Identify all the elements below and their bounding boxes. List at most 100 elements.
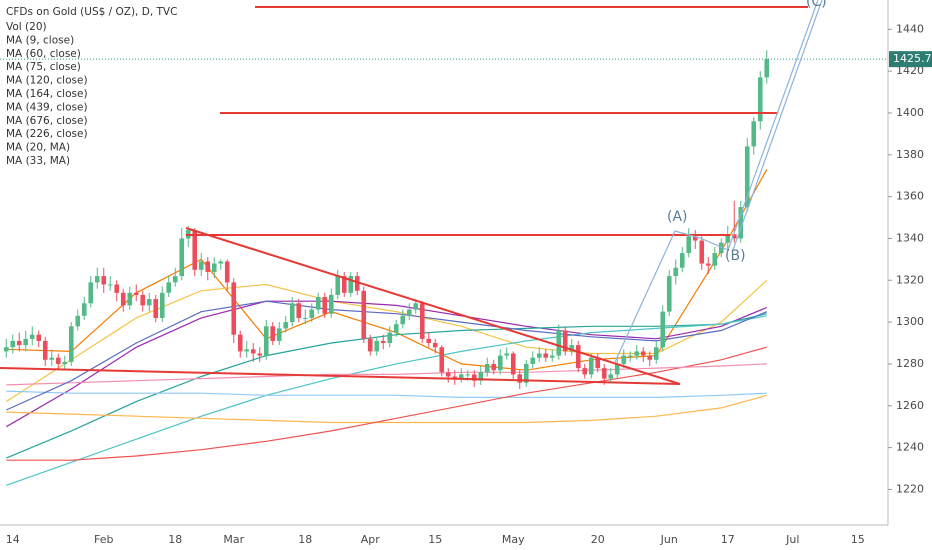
candle-body — [211, 263, 217, 272]
candle-body — [738, 207, 744, 239]
candle-body — [10, 340, 16, 348]
y-tick-label: 1280 — [896, 357, 924, 370]
candle-body — [36, 334, 42, 341]
candle-body — [621, 355, 627, 364]
candle-body — [458, 374, 464, 379]
candle-body — [101, 276, 107, 285]
candle-body — [536, 353, 542, 358]
y-tick-label: 1380 — [896, 148, 924, 161]
candle-body — [88, 282, 94, 304]
legend: CFDs on Gold (US$ / OZ), D, TVC Vol (20)… — [6, 6, 177, 167]
x-tick-label: May — [502, 533, 525, 546]
candle-body — [725, 234, 731, 243]
candle-body — [16, 340, 22, 346]
candle-body — [315, 297, 321, 310]
candle-body — [510, 353, 516, 375]
candle-body — [231, 282, 237, 335]
moving-average-line — [6, 346, 767, 461]
x-tick-label: 20 — [591, 533, 605, 546]
candle-body — [757, 77, 763, 122]
candle-body — [673, 267, 679, 277]
candle-body — [556, 330, 562, 356]
candle-body — [296, 303, 302, 318]
y-tick-label: 1440 — [896, 22, 924, 35]
candle-body — [634, 351, 640, 356]
legend-entry: MA (75, close) — [6, 61, 81, 73]
candle-body — [751, 121, 757, 147]
candle-body — [335, 276, 341, 295]
candle-body — [497, 355, 503, 371]
candle-body — [653, 347, 659, 360]
candle-body — [387, 332, 393, 344]
x-tick-label: Feb — [94, 533, 113, 546]
candle-body — [49, 357, 55, 360]
candle-body — [140, 294, 146, 306]
candle-body — [68, 326, 74, 362]
candle-body — [432, 343, 438, 348]
candle-body — [471, 374, 477, 381]
candle-body — [146, 299, 152, 306]
x-tick-label: 18 — [168, 533, 182, 546]
candle-body — [439, 347, 445, 373]
candle-body — [523, 363, 529, 383]
candle-body — [406, 309, 412, 316]
legend-entry: MA (120, close) — [6, 75, 88, 87]
y-tick-label: 1340 — [896, 231, 924, 244]
candle-body — [218, 261, 224, 264]
candle-body — [686, 236, 692, 254]
candle-body — [250, 349, 256, 354]
x-tick-label: 17 — [721, 533, 735, 546]
candle-body — [244, 349, 250, 352]
candle-body — [302, 317, 308, 319]
candle-body — [380, 340, 386, 344]
candle-body — [237, 334, 243, 352]
candle-body — [29, 334, 35, 339]
last-price-label: 1425.73 — [893, 52, 932, 65]
legend-entry: MA (9, close) — [6, 34, 74, 46]
candle-body — [582, 368, 588, 375]
candle-body — [549, 355, 555, 358]
candle-body — [413, 303, 419, 310]
y-tick-label: 1360 — [896, 190, 924, 203]
candle-body — [484, 363, 490, 373]
candle-body — [23, 338, 29, 346]
moving-average-line — [6, 300, 768, 411]
candle-body — [172, 276, 178, 283]
trend-line — [185, 227, 681, 385]
candle-body — [62, 361, 68, 364]
candle-body — [419, 303, 425, 339]
candle-body — [166, 282, 172, 293]
wave-line — [732, 0, 823, 251]
candle-body — [198, 261, 204, 270]
legend-entry: MA (226, close) — [6, 128, 88, 140]
candle-body — [569, 345, 575, 352]
candle-body — [705, 263, 711, 266]
candle-body — [400, 315, 406, 325]
y-tick-label: 1220 — [896, 482, 924, 495]
moving-average-line — [5, 300, 768, 428]
candle-body — [322, 297, 328, 314]
x-tick-label: Jun — [660, 533, 678, 546]
y-tick-label: 1240 — [896, 441, 924, 454]
legend-entry: MA (164, close) — [6, 88, 88, 100]
candle-body — [114, 284, 120, 293]
last-price-box — [889, 51, 932, 68]
moving-average-line — [6, 363, 767, 386]
candle-body — [718, 242, 724, 254]
drawings: (A) (B) (C) — [0, 0, 827, 385]
candle-body — [348, 276, 354, 293]
candle-body — [731, 234, 737, 239]
candle-body — [328, 294, 334, 314]
candle-body — [283, 322, 289, 329]
candle-body — [588, 357, 594, 375]
legend-entry: MA (33, MA) — [6, 155, 70, 167]
candle-body — [153, 299, 159, 318]
candle-body — [744, 146, 750, 208]
candle-body — [75, 315, 81, 327]
candle-body — [354, 276, 360, 291]
candle-body — [504, 353, 510, 356]
candle-body — [107, 284, 113, 286]
candle-body — [666, 276, 672, 312]
candle-body — [393, 324, 399, 333]
candle-body — [647, 355, 653, 360]
